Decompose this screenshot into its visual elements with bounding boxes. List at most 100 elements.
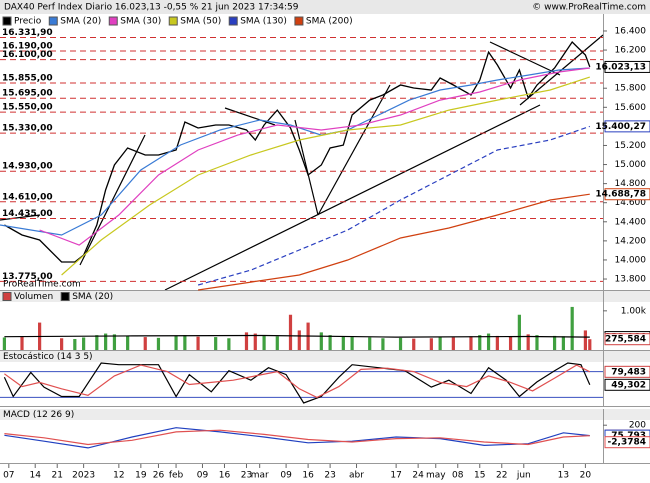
volume-bar [20,336,24,350]
y-tick-label: 14.400 [615,217,647,227]
volume-bar [486,333,491,350]
volume-bar [143,337,147,350]
volume-bar [112,334,117,350]
volume-bar [244,332,249,350]
volume-bar [196,336,200,350]
value-tag-label: 75,793 [611,431,646,441]
volume-bar [95,335,99,350]
legend-label: Estocástico (14 3 5) [3,352,93,362]
x-tick-label: 23 [324,471,335,481]
series-line [4,429,590,446]
legend-label: SMA (130) [240,17,287,27]
level-label: 13.775,00 [2,272,53,282]
volume-bar [2,337,7,350]
panel-header [0,291,650,302]
y-tick-label: 16.400 [615,26,647,36]
volume-bar [552,335,557,350]
legend-label: SMA (20) [72,292,113,302]
x-tick-label: 13 [558,471,569,481]
value-tag-label: -2,3784 [608,438,646,448]
volume-bar [174,335,178,350]
x-tick-label: 17 [390,471,401,481]
series-line [39,67,590,246]
y-tick-label: 13.800 [615,275,647,285]
series-line [198,193,590,291]
y-tick-label: 16.200 [615,46,647,56]
volume-bar [469,336,473,350]
legend-label: SMA (30) [120,17,161,27]
level-label: 16.190,00 [2,42,53,52]
volume-bar [438,336,442,350]
x-tick-label: 09 [280,471,292,481]
volume-bar [319,332,323,350]
panel-header [0,351,650,362]
volume-bar [583,330,587,350]
series-line [4,40,591,263]
value-tag [604,436,650,449]
x-tick-label: 14 [29,471,41,481]
volume-bar [104,333,108,350]
x-tick-label: 09 [197,471,209,481]
x-tick-label: abr [349,471,364,481]
value-tag-label: 49,302 [611,380,646,390]
trendline [294,119,319,216]
value-tag-label: 14.688,78 [595,190,646,200]
x-tick-label: 16 [302,471,314,481]
volume-bar [341,336,345,350]
trendline [79,134,146,266]
volume-bar [253,333,257,350]
value-tag [604,378,650,391]
volume-bar [156,337,161,350]
volume-bar [412,338,416,350]
level-label: 14.930,00 [2,162,53,172]
volume-bar [227,338,231,350]
value-tag-label: 275,584 [605,335,646,345]
volume-bar [398,337,403,350]
legend-swatch [108,16,118,26]
legend-swatch [294,16,304,26]
value-tag [604,333,650,346]
x-tick-label: 08 [452,471,464,481]
volume-bar [508,336,513,350]
x-tick-label: 22 [496,471,507,481]
volume-bar [526,334,530,350]
source: © www.ProRealTime.com [532,3,646,13]
legend-swatch [228,16,238,26]
series-line [4,334,590,338]
legend-swatch [60,292,70,301]
volume-bar [73,339,77,350]
x-tick-label: 2023 [72,471,95,481]
legend-label: SMA (20) [60,17,101,27]
volume-bar [297,330,301,350]
volume-bar [126,336,130,350]
watermark: ProRealTime.com [3,280,81,290]
y-tick-label: 15.800 [615,84,647,94]
legend-swatch [2,16,12,26]
panel-header [0,409,650,420]
volume-bar [60,338,64,350]
volume-bar [478,335,482,350]
level-label: 16.331,90 [2,28,53,38]
y-tick-label: 15.000 [615,160,647,170]
x-tick-label: 21 [51,471,62,481]
value-tag-label: 79,483 [611,367,646,377]
volume-bar [288,314,293,350]
level-label: 14.610,00 [2,192,53,202]
volume-bar [214,337,218,350]
volume-bar [368,337,372,350]
legend-label: Precio [14,17,42,27]
value-tag-label: 16.023,13 [595,62,646,72]
legend-label: SMA (50) [180,17,221,27]
volume-bar [262,335,266,350]
legend-swatch [2,292,12,301]
level-label: 15.330,00 [2,124,53,134]
level-label: 15.855,00 [2,73,53,83]
y-tick-label: 200 [629,421,646,431]
volume-bar [588,339,592,350]
x-tick-label: 12 [113,471,124,481]
volume-bar [517,314,521,350]
series-line [3,362,591,404]
volume-bar [561,336,565,350]
value-tag-label: 15.400,27 [595,122,646,132]
x-tick-label: 24 [412,471,424,481]
